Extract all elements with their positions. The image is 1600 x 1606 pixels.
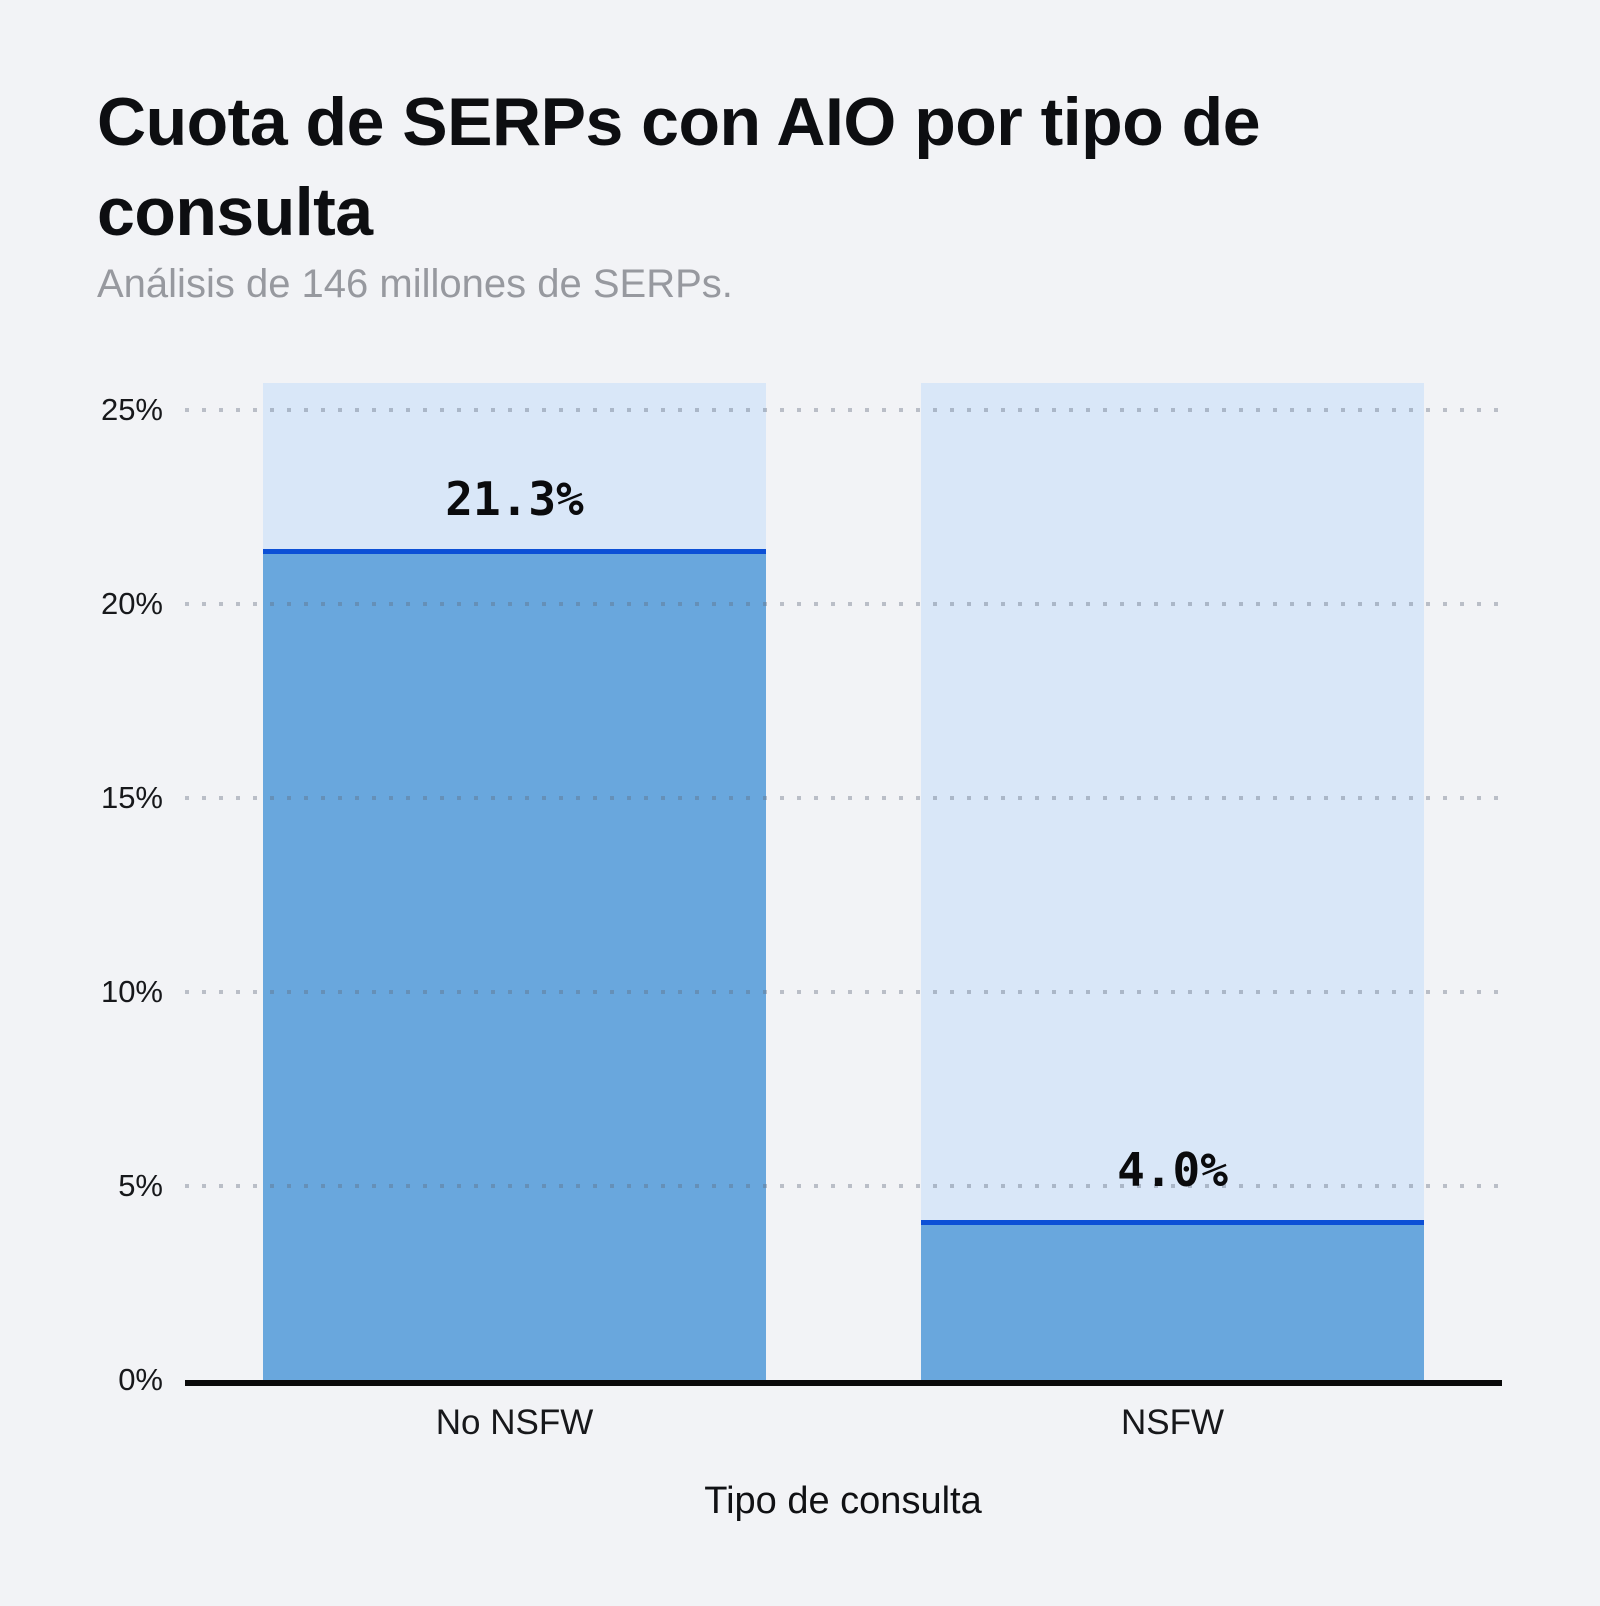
horizontal-gridline: [185, 796, 1502, 801]
y-axis-tick-label: 15%: [100, 780, 163, 816]
x-axis-tick-label: NSFW: [1120, 1403, 1225, 1442]
bar-top-line: [263, 548, 766, 554]
bar-top-line: [921, 1219, 1424, 1225]
horizontal-gridline: [185, 990, 1502, 995]
horizontal-gridline: [185, 1184, 1502, 1189]
bar-fill: [921, 1224, 1424, 1380]
horizontal-gridline: [185, 408, 1502, 413]
bar-value-label: 21.3%: [445, 471, 584, 526]
y-axis-tick-label: 25%: [100, 392, 163, 428]
x-axis-title: Tipo de consulta: [704, 1480, 982, 1522]
y-axis-tick-label: 10%: [100, 974, 163, 1010]
x-axis-tick-label: No NSFW: [435, 1403, 594, 1442]
bar-value-label: 4.0%: [1117, 1142, 1228, 1197]
bar-background: [921, 383, 1424, 1380]
plot-area: 21.3% 4.0%: [185, 383, 1502, 1386]
bar-fill: [263, 553, 766, 1380]
chart-subtitle: Análisis de 146 millones de SERPs.: [97, 262, 733, 306]
y-axis-tick-label: 0%: [118, 1362, 163, 1397]
y-axis-tick-label: 20%: [100, 586, 163, 622]
x-axis-baseline: [185, 1380, 1502, 1386]
y-axis-tick-label: 5%: [118, 1168, 163, 1204]
chart-title: Cuota de SERPs con AIO por tipo de consu…: [97, 84, 1261, 250]
horizontal-gridline: [185, 602, 1502, 607]
